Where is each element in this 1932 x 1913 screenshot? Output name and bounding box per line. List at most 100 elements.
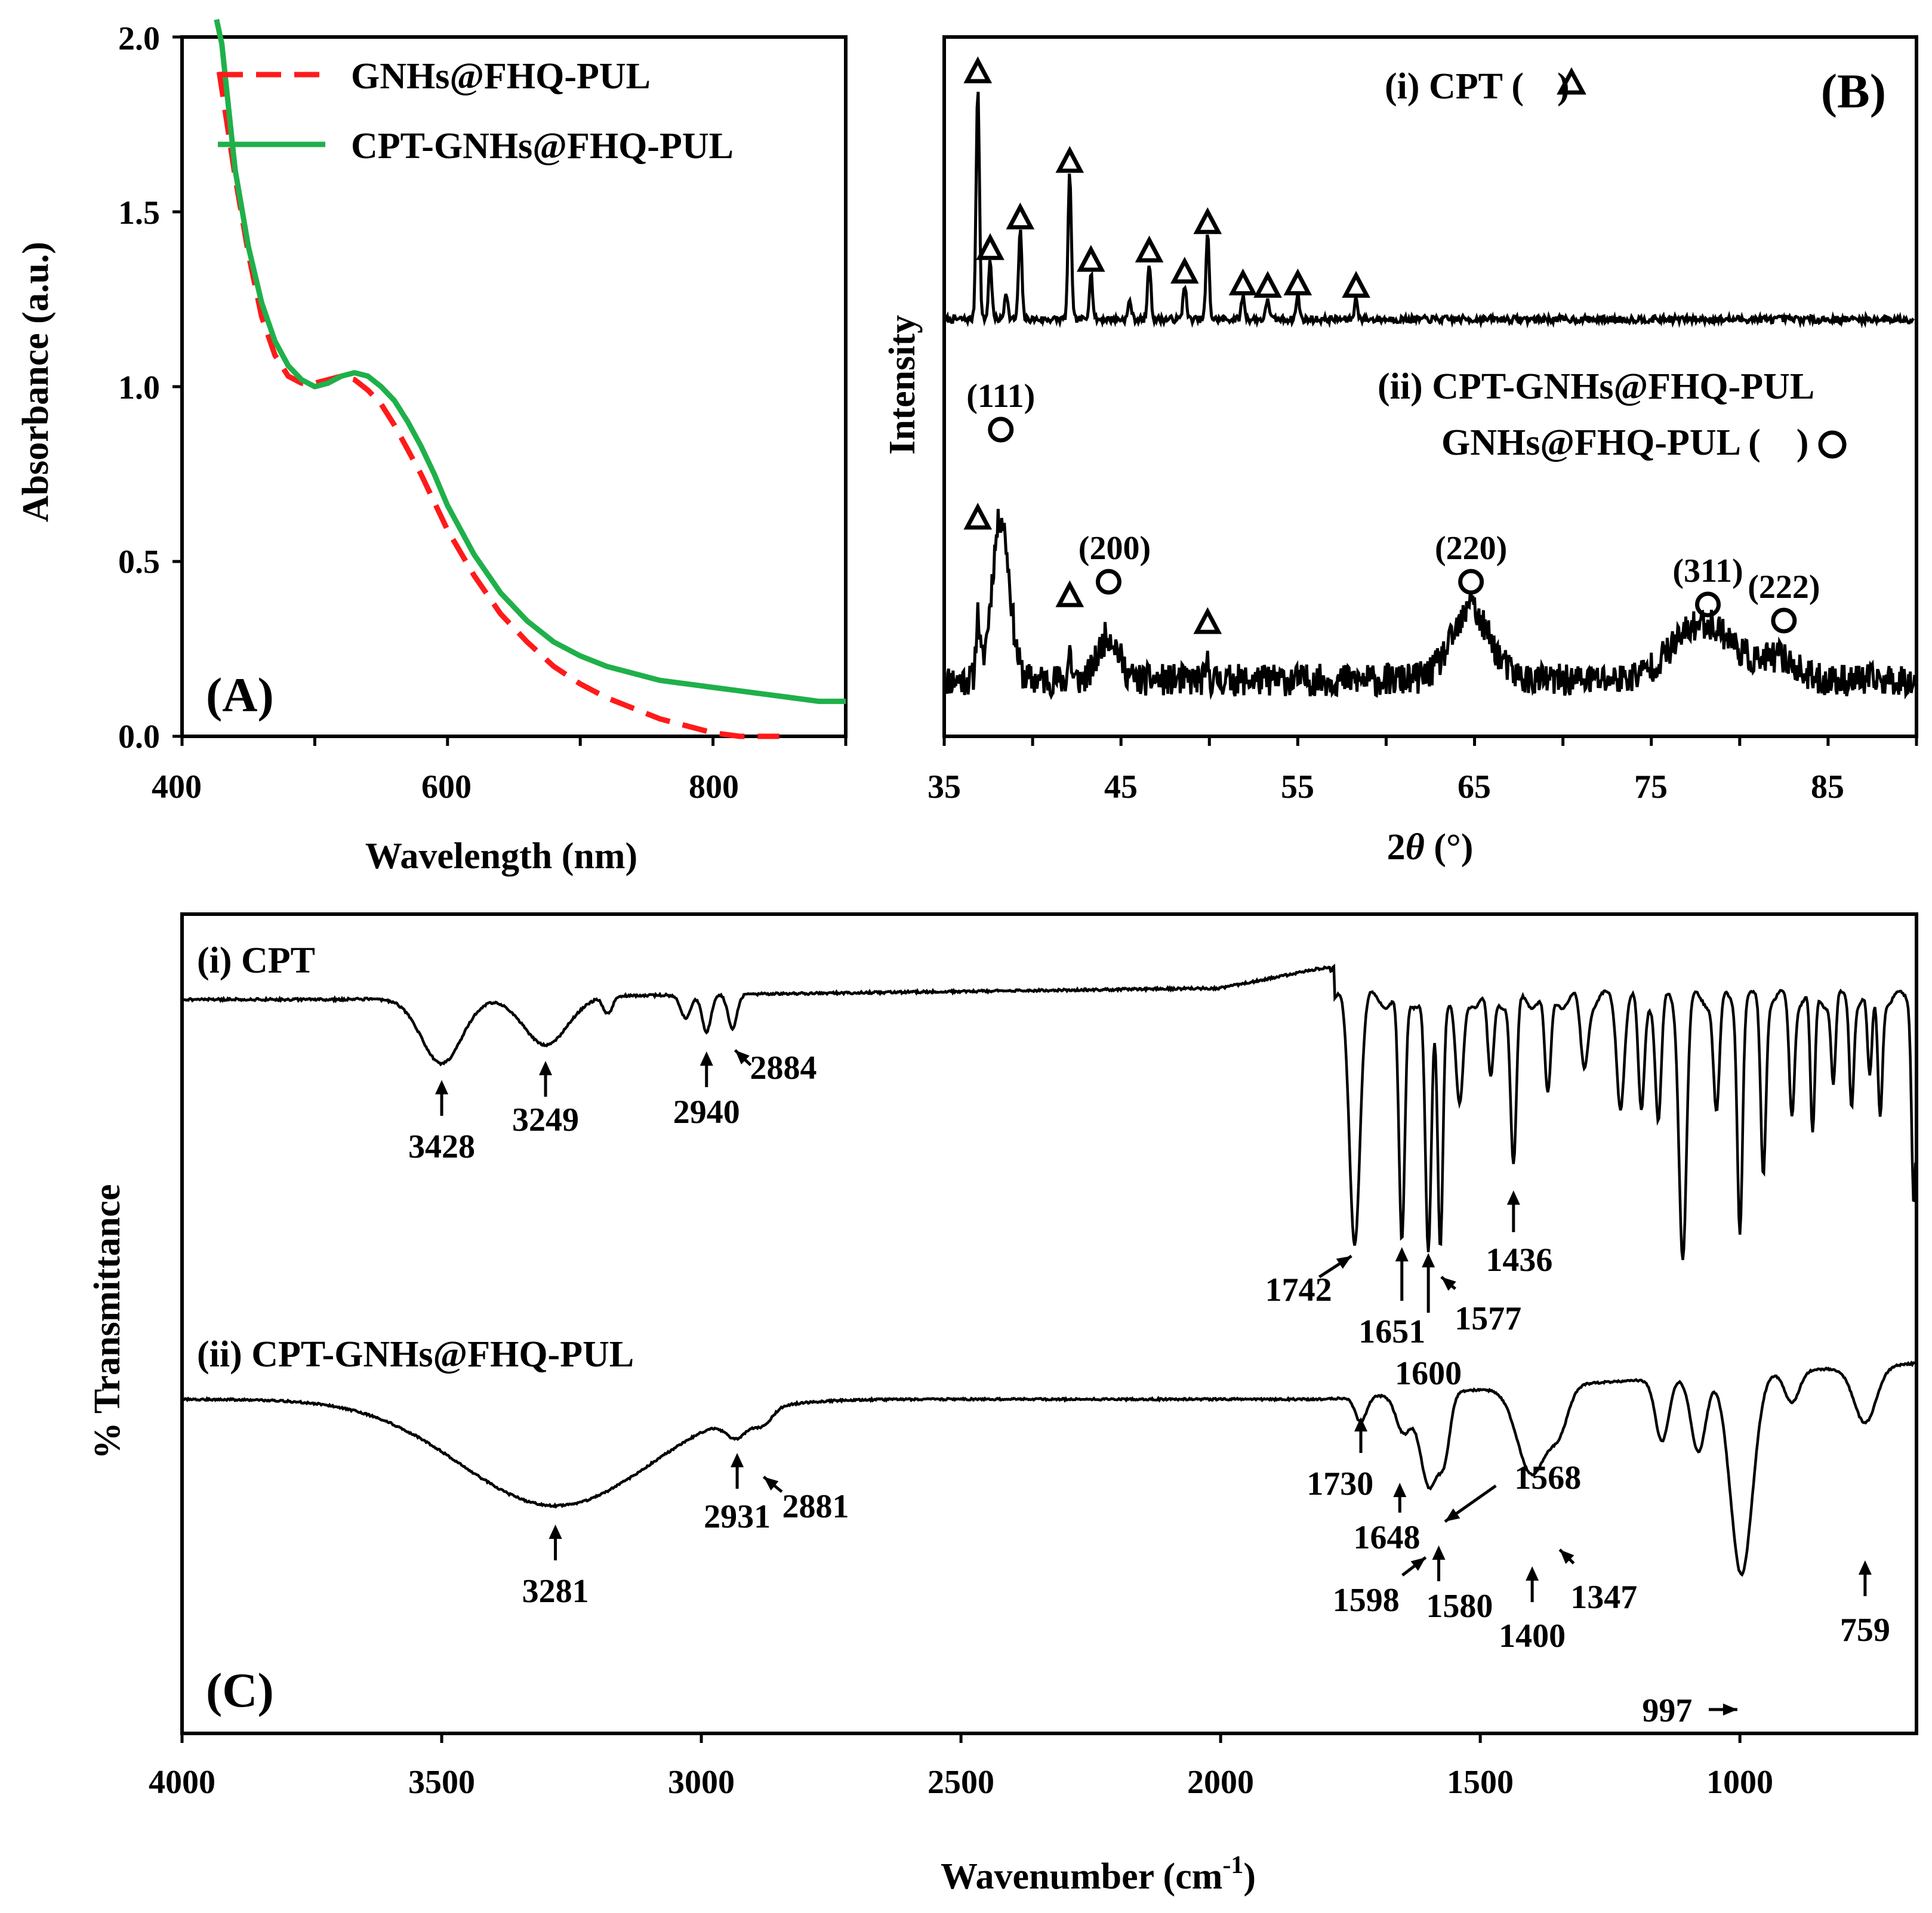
b-circle-marker-4 — [1771, 607, 1797, 634]
c-xtick-3000: 3000 — [668, 1764, 735, 1801]
panel-c: 3428 3249 2940 2884 1742 1651 1600 1577 1436 3281… — [87, 912, 1918, 1897]
b-legend-gnhs: GNHs@FHQ-PUL () — [1441, 422, 1808, 463]
b-legend-cpt-gnhs: (ii) CPT-GNHs@FHQ-PUL — [1378, 366, 1814, 407]
b-circle-marker-1 — [1095, 569, 1121, 595]
c-xlabel-close: ) — [1243, 1856, 1256, 1897]
c-ylabel: % Transmittance — [87, 1184, 128, 1460]
b-cpt-triangle-marker-6 — [1170, 257, 1199, 284]
b-cpt-triangle-marker-11 — [1342, 270, 1370, 298]
b-legend-gnhs-close: ) — [1797, 422, 1809, 463]
b-xtick-85: 85 — [1811, 769, 1844, 806]
c-arrow-759-head — [1858, 1560, 1872, 1575]
b-legend-cpt: (i) CPT () — [1385, 66, 1570, 107]
b-xtick-75: 75 — [1634, 769, 1668, 806]
a-ytick-0-0: 0.0 — [118, 718, 160, 755]
c-arrow-1648-head — [1393, 1483, 1407, 1497]
c-arrow-2884-head — [735, 1050, 750, 1065]
b-circle-marker-0 — [988, 416, 1014, 443]
c-label-1648: 1648 — [1354, 1519, 1421, 1556]
c-label-3249: 3249 — [512, 1101, 579, 1138]
c-series-line-cpt-gnhs — [181, 1360, 1916, 1577]
panel-c-annotations: 3428 3249 2940 2884 1742 1651 1600 1577 1436 3281… — [408, 1049, 1890, 1729]
c-label-1598: 1598 — [1333, 1582, 1400, 1619]
b-legend-cpt-text: (i) CPT ( — [1385, 66, 1524, 107]
panel-a-ticks — [172, 35, 848, 746]
a-xtick-400: 400 — [152, 769, 202, 806]
a-xlabel: Wavelength (nm) — [365, 836, 637, 877]
b-panel-label: (B) — [1821, 64, 1886, 118]
c-arrow-1730-head — [1354, 1417, 1368, 1431]
b-circle-marker-2 — [1458, 569, 1484, 595]
b-xtick-35: 35 — [928, 769, 961, 806]
c-label-1347: 1347 — [1570, 1579, 1637, 1616]
c-label-1742: 1742 — [1265, 1272, 1332, 1309]
c-arrow-3428-head — [435, 1080, 449, 1094]
b-cpt-triangle-marker-8 — [1228, 269, 1258, 295]
c-xtick-2000: 2000 — [1187, 1764, 1254, 1801]
b-xlabel: 2θ (°) — [1387, 827, 1474, 868]
b-cpt-triangle-marker-5 — [1135, 235, 1164, 263]
c-xlabel-sup: -1 — [1222, 1852, 1243, 1879]
c-arrow-1651-head — [1395, 1247, 1409, 1261]
a-legend-label-gnhs: GNHs@FHQ-PUL — [351, 56, 651, 97]
b-cpt-triangle-marker-1 — [976, 233, 1004, 260]
a-panel-label: (A) — [206, 668, 274, 722]
c-label-759: 759 — [1840, 1612, 1890, 1649]
c-arrow-1598-head — [1410, 1557, 1426, 1571]
b-cpt-triangle-marker-10 — [1283, 269, 1312, 295]
b-legend-triangle-icon — [1557, 67, 1586, 95]
c-series-line-cpt — [181, 964, 1917, 1260]
b-cpt-triangle-marker-7 — [1193, 207, 1222, 235]
b-xtick-45: 45 — [1104, 769, 1138, 806]
c-arrow-1600-head — [1422, 1253, 1435, 1267]
c-xlabel-text: Wavenumber (cm — [941, 1856, 1222, 1897]
b-legend-circle-icon — [1818, 430, 1847, 459]
b-circle-marker-label-3: (311) — [1672, 553, 1743, 590]
c-arrow-997-head — [1723, 1703, 1737, 1716]
c-arrow-1400-head — [1526, 1566, 1539, 1581]
c-label-2881: 2881 — [782, 1488, 849, 1525]
b-legend-gnhs-text: GNHs@FHQ-PUL ( — [1441, 422, 1761, 463]
c-arrow-3281-head — [549, 1525, 562, 1539]
c-arrow-1347-head — [1560, 1550, 1574, 1564]
c-xtick-1000: 1000 — [1706, 1764, 1773, 1801]
panel-b-markers: (111) (200) (220) (311) (222) — [963, 56, 1820, 634]
c-xtick-1500: 1500 — [1447, 1764, 1514, 1801]
b-xlabel-prefix: 2 — [1387, 827, 1406, 868]
b-cpt-triangle-marker-2 — [1006, 202, 1035, 230]
panel-a: 400 600 800 0.0 0.5 1.0 1.5 2.0 Waveleng… — [16, 18, 848, 877]
c-xtick-4000: 4000 — [149, 1764, 215, 1801]
b-circle-marker-label-0: (111) — [966, 378, 1035, 415]
c-arrow-1436-head — [1506, 1190, 1520, 1205]
a-ytick-0-5: 0.5 — [118, 544, 160, 581]
c-arrow-1580-head — [1432, 1545, 1446, 1560]
c-xtick-2500: 2500 — [928, 1764, 994, 1801]
panel-c-frame — [180, 912, 1918, 1735]
b-cpt-triangle-marker-0 — [963, 56, 993, 84]
b-cpt-triangle-marker-9 — [1253, 270, 1282, 298]
c-arrow-3249-head — [539, 1061, 553, 1075]
b-circle-marker-label-2: (220) — [1435, 530, 1507, 567]
a-xtick-600: 600 — [421, 769, 472, 806]
b-ylabel: Intensity — [882, 315, 923, 455]
b-cpt-triangle-marker-4 — [1077, 245, 1105, 272]
c-label-1568: 1568 — [1514, 1460, 1581, 1497]
c-arrow-1577-head — [1441, 1277, 1456, 1291]
a-series-line-1 — [214, 18, 846, 704]
panel-a-series — [214, 18, 846, 739]
c-series-label-cpt: (i) CPT — [197, 940, 315, 981]
c-label-1577: 1577 — [1455, 1300, 1521, 1337]
c-label-3281: 3281 — [522, 1573, 589, 1610]
c-label-1436: 1436 — [1486, 1242, 1552, 1279]
panel-c-series — [181, 964, 1917, 1577]
b-circle-marker-label-4: (222) — [1748, 569, 1820, 606]
c-label-3428: 3428 — [408, 1128, 475, 1165]
b-xtick-65: 65 — [1458, 769, 1491, 806]
panel-c-ticks — [180, 1733, 1742, 1743]
c-arrow-2931-head — [731, 1453, 744, 1467]
b-xlabel-theta: θ — [1406, 827, 1425, 868]
b-xlabel-suffix: (°) — [1425, 827, 1474, 868]
a-xtick-800: 800 — [689, 769, 739, 806]
c-arrow-2940-head — [700, 1051, 713, 1066]
